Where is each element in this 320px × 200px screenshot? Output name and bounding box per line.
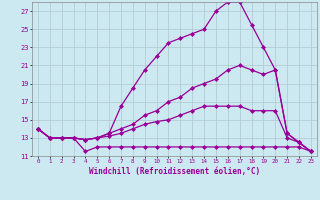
X-axis label: Windchill (Refroidissement éolien,°C): Windchill (Refroidissement éolien,°C): [89, 167, 260, 176]
